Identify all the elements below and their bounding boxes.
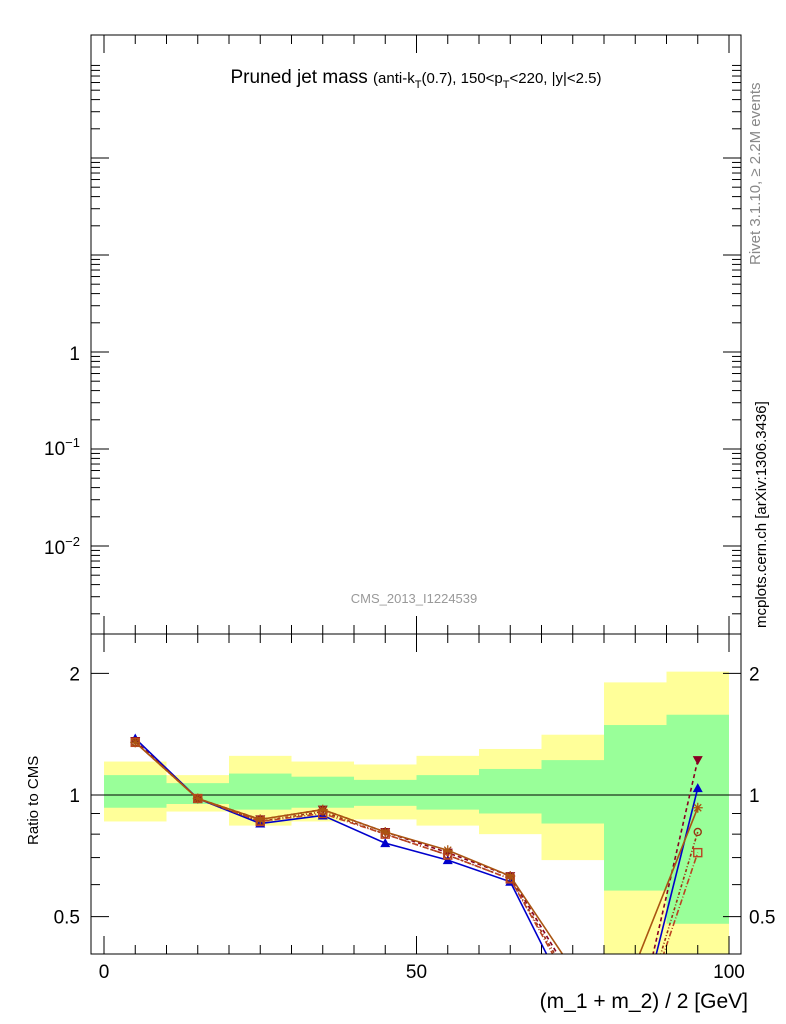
green-band-bin-7 [541, 760, 604, 824]
series-4-point-2 [255, 814, 266, 825]
ratio-ytick-label-2: 2 [69, 664, 80, 685]
analysis-watermark: CMS_2013_I1224539 [351, 591, 478, 606]
ratio-ytick-label-right-1: 1 [749, 786, 760, 807]
green-band-bin-5 [416, 775, 479, 810]
series-4-point-5 [442, 845, 453, 856]
series-1-point-9 [692, 756, 703, 766]
series-4-point-4 [380, 826, 391, 837]
series-4-point-1 [192, 793, 203, 804]
x-axis-title: (m_1 + m_2) / 2 [GeV] [540, 990, 748, 1013]
green-band-bin-4 [354, 779, 417, 806]
main-ytick-label-0.01: 10−2 [44, 534, 80, 559]
xtick-label-0: 0 [99, 962, 110, 983]
main-ytick-label-1: 1 [69, 344, 80, 365]
series-4-point-9 [692, 802, 703, 813]
series-0-line [134, 737, 699, 954]
subtitle-mid: (0.7), 150<p [421, 70, 502, 87]
subtitle-post: <220, |y|<2.5) [510, 70, 602, 87]
main-ytick-label-0.1: 10−1 [44, 435, 80, 460]
ratio-ytick-label-0.5: 0.5 [54, 908, 80, 929]
title-main: Pruned jet mass [230, 67, 367, 88]
subtitle-pre-kt: (anti-k [373, 70, 415, 87]
series-4-point-7 [568, 964, 578, 974]
subtitle-pt-sub: T [503, 79, 510, 91]
xtick-label-50: 50 [406, 962, 427, 983]
series-3-point-9 [693, 847, 703, 858]
series-2-point-7 [569, 981, 576, 988]
ratio-ticks [91, 634, 741, 954]
series-4-point-8 [630, 960, 640, 970]
side-label-rivet: Rivet 3.1.10, ≥ 2.2M events [747, 83, 764, 266]
ratio-ytick-label-right-2: 2 [749, 664, 760, 685]
green-band-bin-3 [291, 776, 354, 808]
green-band-bin-8 [604, 725, 667, 891]
ratio-ytick-label-right-0.5: 0.5 [749, 908, 775, 929]
mc-series [130, 733, 703, 988]
series-1-point-7 [568, 975, 578, 984]
main-panel-frame [90, 34, 742, 635]
series-4-point-0 [130, 737, 141, 748]
series-3-line [134, 741, 699, 954]
y-axis-title: Ratio to CMS [25, 756, 42, 845]
xtick-label-100: 100 [713, 962, 745, 983]
series-0-point-9 [692, 783, 703, 793]
series-2-point-9 [693, 827, 702, 837]
plot-title: Pruned jet mass (anti-kT(0.7), 150<pT<22… [230, 67, 601, 91]
main-y-ticks [91, 35, 741, 634]
series-0-point-4 [380, 838, 391, 848]
green-band-bin-2 [229, 773, 292, 810]
series-4-line [134, 741, 699, 954]
green-band-bin-9 [666, 714, 729, 924]
ratio-ytick-label-1: 1 [69, 786, 80, 807]
series-4 [130, 737, 703, 974]
side-label-mcplots: mcplots.cern.ch [arXiv:1306.3436] [753, 401, 770, 628]
series-4-point-6 [505, 871, 516, 882]
green-band-bin-0 [104, 775, 167, 808]
subtitle-kt-sub: T [415, 79, 422, 91]
reference-bands [104, 671, 729, 954]
green-band-bin-6 [479, 768, 542, 814]
series-4-point-3 [317, 804, 328, 815]
